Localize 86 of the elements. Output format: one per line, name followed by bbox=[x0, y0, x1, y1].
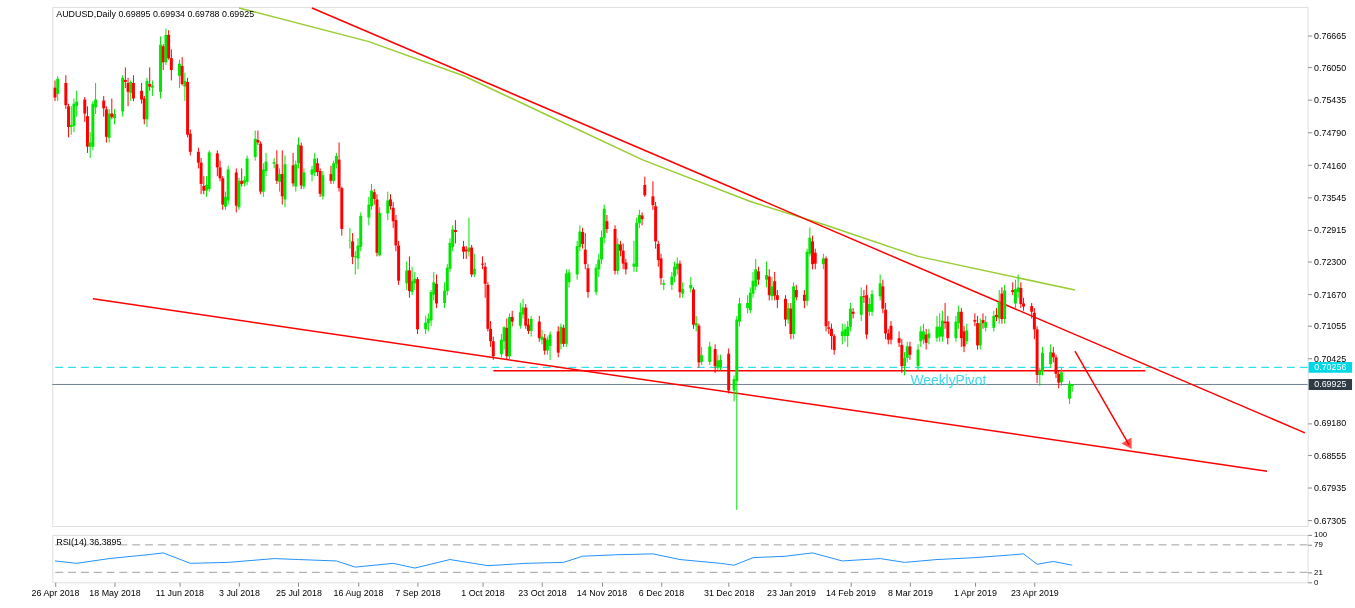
candlestick bbox=[183, 72, 187, 102]
y-tick-label: 0.71670 bbox=[1314, 289, 1347, 300]
candlestick bbox=[851, 307, 855, 319]
candlestick bbox=[927, 328, 931, 345]
y-tick-label: 0.76665 bbox=[1314, 31, 1347, 42]
candlestick bbox=[435, 273, 438, 309]
y-tick-label: 100 bbox=[1314, 530, 1328, 540]
x-tick-label: 7 Sep 2018 bbox=[395, 587, 441, 598]
y-tick-label: 0.72300 bbox=[1314, 257, 1347, 268]
ref-line-label: 0.69925 bbox=[1314, 379, 1347, 390]
y-tick-label: 0.73545 bbox=[1314, 192, 1347, 203]
y-tick-label: 0.76050 bbox=[1314, 62, 1347, 73]
y-tick-label: 0.69180 bbox=[1314, 418, 1347, 429]
candlestick bbox=[424, 315, 428, 335]
x-tick-label: 1 Apr 2019 bbox=[953, 587, 997, 598]
candlestick bbox=[131, 74, 135, 102]
candlestick bbox=[177, 59, 181, 89]
candlestick bbox=[329, 165, 333, 185]
x-tick-label: 23 Jan 2019 bbox=[766, 587, 816, 598]
candlestick bbox=[640, 211, 644, 226]
candlestick bbox=[302, 167, 306, 190]
candlestick bbox=[321, 170, 325, 200]
x-tick-label: 18 May 2018 bbox=[89, 587, 141, 598]
candlestick bbox=[859, 286, 863, 322]
chart-title: RSI(14) 36.3895 bbox=[56, 536, 122, 547]
x-tick-label: 23 Oct 2018 bbox=[518, 587, 567, 598]
x-tick-label: 14 Feb 2019 bbox=[825, 587, 876, 598]
candlestick bbox=[467, 217, 471, 257]
x-tick-label: 31 Dec 2018 bbox=[703, 587, 755, 598]
candlestick bbox=[410, 266, 414, 296]
y-tick-label: 79 bbox=[1314, 540, 1323, 550]
x-tick-label: 16 Aug 2018 bbox=[333, 587, 384, 598]
candlestick bbox=[562, 324, 566, 348]
candlestick bbox=[548, 330, 552, 361]
candlestick bbox=[840, 323, 844, 345]
x-tick-label: 11 Jun 2018 bbox=[155, 587, 205, 598]
x-tick-label: 6 Dec 2018 bbox=[638, 587, 685, 598]
y-tick-label: 0.68555 bbox=[1314, 450, 1347, 461]
candlestick bbox=[770, 276, 774, 301]
candlestick bbox=[784, 294, 787, 327]
candlestick bbox=[708, 341, 712, 366]
candlestick bbox=[765, 261, 769, 288]
candlestick bbox=[537, 315, 541, 343]
candlestick bbox=[56, 75, 60, 102]
candlestick bbox=[278, 167, 282, 193]
candlestick bbox=[253, 130, 257, 162]
y-tick-label: 21 bbox=[1314, 567, 1323, 577]
candlestick bbox=[313, 152, 317, 177]
line-series bbox=[54, 552, 1073, 569]
series-label: WeeklyPivot bbox=[910, 371, 987, 388]
candlestick bbox=[811, 235, 815, 270]
x-tick-label: 1 Oct 2018 bbox=[461, 587, 505, 598]
chart-title: AUDUSD,Daily 0.69895 0.69934 0.69788 0.69925 bbox=[56, 8, 255, 19]
y-tick-label: 0.67935 bbox=[1314, 482, 1347, 493]
candlestick bbox=[870, 289, 874, 317]
y-tick-label: 0.67305 bbox=[1314, 515, 1347, 526]
ref-line-label: 0.70256 bbox=[1314, 362, 1347, 373]
candlestick bbox=[643, 176, 647, 198]
candlestick bbox=[921, 323, 925, 345]
candlestick bbox=[802, 289, 806, 309]
y-tick-label: 0.71055 bbox=[1314, 321, 1347, 332]
x-tick-label: 26 Apr 2018 bbox=[31, 587, 80, 598]
y-tick-label: 0.70425 bbox=[1314, 354, 1347, 365]
x-tick-label: 14 Nov 2018 bbox=[576, 587, 628, 598]
candlestick bbox=[524, 303, 528, 330]
candlestick bbox=[518, 302, 522, 330]
y-tick-label: 0.74790 bbox=[1314, 128, 1347, 139]
y-tick-label: 0 bbox=[1314, 577, 1320, 587]
candlestick bbox=[965, 323, 969, 345]
candlestick bbox=[908, 341, 912, 361]
y-tick-label: 0.72915 bbox=[1314, 225, 1347, 236]
candlestick bbox=[453, 219, 457, 244]
candlestick bbox=[543, 333, 547, 356]
x-tick-label: 3 Jul 2018 bbox=[218, 587, 261, 598]
x-tick-label: 25 Jul 2018 bbox=[276, 587, 322, 598]
candlestick bbox=[605, 214, 609, 234]
x-tick-label: 8 Mar 2019 bbox=[887, 587, 933, 598]
y-tick-label: 0.75435 bbox=[1314, 94, 1347, 105]
candlestick bbox=[407, 255, 411, 299]
candlestick bbox=[1019, 281, 1023, 309]
candlestick bbox=[129, 79, 133, 102]
candlestick bbox=[215, 149, 219, 177]
candlestick bbox=[992, 310, 996, 332]
x-tick-label: 23 Apr 2019 bbox=[1010, 587, 1059, 598]
candlestick bbox=[700, 346, 704, 366]
y-tick-label: 0.74160 bbox=[1314, 160, 1347, 171]
